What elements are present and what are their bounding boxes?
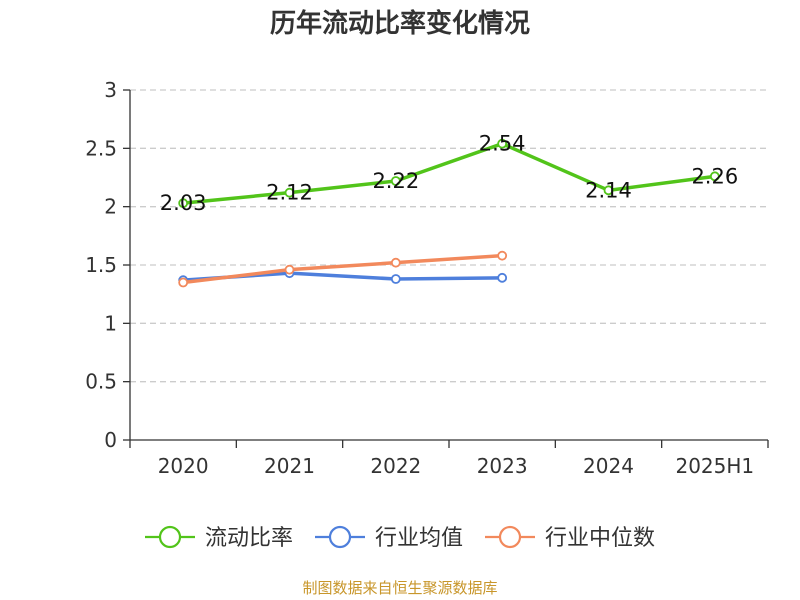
grid-lines [130,89,768,383]
source-note: 制图数据来自恒生聚源数据库 [302,579,497,597]
y-tick-label: 1 [104,311,117,335]
x-tick-label: 2021 [264,454,315,478]
legend-swatch-marker [328,525,352,549]
data-label: 2.12 [266,181,313,205]
y-tick-label: 2.5 [85,136,117,160]
data-point [284,264,295,275]
data-point [709,171,720,182]
data-label: 2.03 [160,191,207,215]
legend-label: 行业均值 [375,526,463,551]
data-point [497,250,508,261]
data-label: 2.54 [479,132,526,156]
y-tick-label: 0 [104,428,117,452]
data-point [178,198,189,209]
data-point [284,187,295,198]
x-tick-label: 2025H1 [675,454,754,478]
data-labels: 2.03 2.12 2.22 2.54 2.14 2.26 [160,132,738,216]
data-point [178,277,189,288]
series-layer [178,138,720,288]
x-tick-label: 2023 [477,454,528,478]
legend-swatch-marker [498,525,522,549]
data-point [497,272,508,283]
data-label: 2.14 [585,178,632,202]
x-tick-label: 2022 [370,454,421,478]
data-point [390,274,401,284]
y-tick-label: 1.5 [85,253,117,277]
data-point [603,185,614,196]
legend-label: 流动比率 [205,526,293,551]
y-tick-label: 2 [104,195,117,219]
x-tick-label: 2020 [158,454,209,478]
legend-swatch-marker [158,525,182,549]
data-label: 2.22 [372,169,419,193]
data-label: 2.26 [691,164,738,188]
chart-title: 历年流动比率变化情况 [270,8,530,39]
series-line-1 [181,141,717,205]
data-point [497,138,508,149]
legend: 流动比率 行业均值 行业中位数 [145,525,655,551]
data-point [390,176,401,186]
axes: 0 0.5 1 1.5 2 2.5 3 2020 2021 2022 2023 2024 2025H1 [85,78,769,478]
legend-label: 行业中位数 [545,526,655,551]
data-point [390,257,401,268]
y-tick-label: 0.5 [85,370,117,394]
series-line-3 [181,253,504,285]
y-tick-label: 3 [104,78,117,102]
x-tick-label: 2024 [583,454,634,478]
